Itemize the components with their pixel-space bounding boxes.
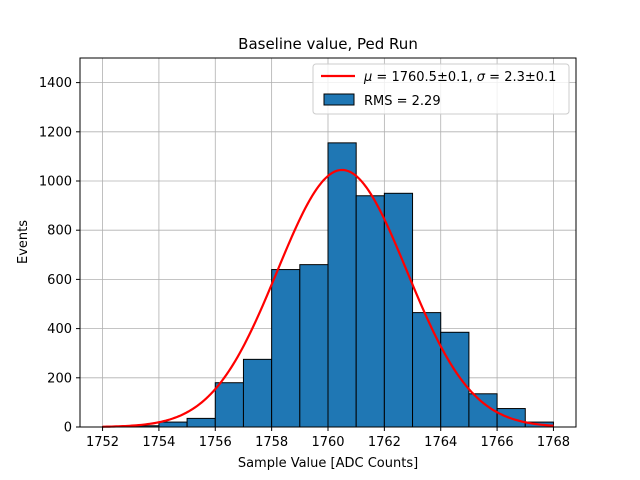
y-tick-label: 0	[64, 421, 72, 436]
legend-fit-label: μ = 1760.5±0.1, σ = 2.3±0.1	[363, 70, 556, 85]
x-tick-label: 1752	[86, 435, 119, 450]
x-tick-label: 1764	[424, 435, 457, 450]
legend-fit-sigma: 2.3±0.1	[504, 70, 556, 85]
x-tick-label: 1756	[199, 435, 232, 450]
histogram-bar	[271, 269, 301, 428]
y-tick-label: 800	[47, 224, 72, 239]
legend-hist-label: RMS = 2.29	[364, 94, 441, 109]
y-tick-label: 1000	[39, 175, 72, 190]
chart-title: Baseline value, Ped Run	[238, 35, 418, 53]
x-tick-label: 1754	[142, 435, 175, 450]
legend-box	[312, 63, 570, 115]
histogram-bar	[186, 417, 216, 428]
y-tick-label: 200	[47, 371, 72, 386]
x-tick-label: 1766	[481, 435, 514, 450]
histogram-bar	[440, 331, 470, 428]
histogram-bar	[327, 142, 357, 428]
gaussian-fit	[102, 168, 554, 428]
histogram-bar	[355, 195, 385, 428]
y-axis-label: Events	[16, 220, 31, 264]
x-tick-label: 1760	[311, 435, 344, 450]
legend: μ = 1760.5±0.1, σ = 2.3±0.1 RMS = 2.29	[312, 63, 570, 115]
histogram-bar	[158, 421, 188, 428]
y-tick-label: 600	[47, 273, 72, 288]
axis-ticks: 1752 1754 1756 1758 1760 1762 1764 1766 1768 0 200…	[39, 76, 570, 450]
histogram-bars	[102, 142, 554, 428]
histogram-bar	[242, 358, 273, 428]
x-tick-label: 1768	[537, 435, 570, 450]
histogram-bar	[383, 192, 414, 428]
histogram-bar	[214, 382, 244, 428]
x-tick-label: 1758	[255, 435, 288, 450]
legend-hist-swatch	[323, 93, 355, 106]
y-tick-label: 1200	[39, 125, 72, 140]
gaussian-fit-curve	[102, 168, 554, 428]
legend-fit-mu: 1760.5±0.1	[391, 70, 468, 85]
y-tick-label: 400	[47, 322, 72, 337]
y-tick-label: 1400	[39, 76, 72, 91]
histogram-bar	[412, 312, 442, 428]
histogram-bar	[299, 264, 329, 428]
x-tick-label: 1762	[368, 435, 401, 450]
x-axis-label: Sample Value [ADC Counts]	[238, 456, 418, 471]
